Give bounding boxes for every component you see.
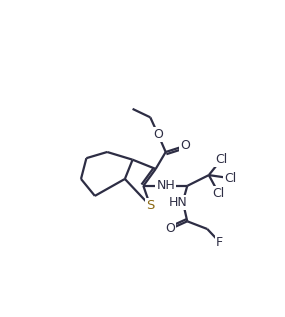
Text: NH: NH [156, 179, 175, 192]
Text: Cl: Cl [215, 153, 227, 166]
Text: O: O [165, 223, 175, 236]
Text: Cl: Cl [213, 187, 225, 200]
Text: S: S [146, 199, 154, 212]
Text: O: O [180, 139, 190, 152]
Text: O: O [153, 128, 163, 141]
Text: Cl: Cl [224, 172, 237, 185]
Text: HN: HN [168, 196, 187, 209]
Text: F: F [216, 236, 223, 249]
